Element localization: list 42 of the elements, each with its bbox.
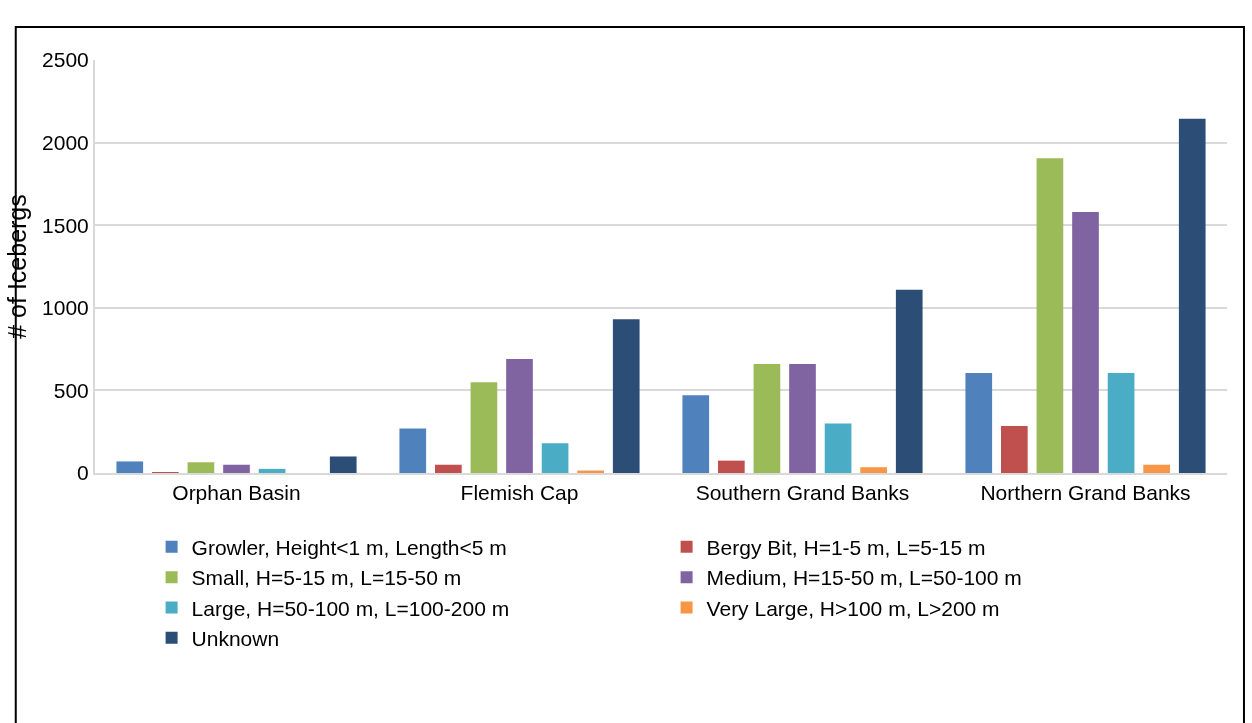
x-tick-label: Northern Grand Banks [980,481,1191,505]
legend-label: Medium, H=15-50 m, L=50-100 m [706,566,1022,590]
bar [399,428,427,473]
bar [258,468,286,473]
x-tick-label: Southern Grand Banks [695,481,910,505]
bar [824,423,852,473]
bar [895,289,923,473]
bar [1107,373,1135,473]
bar [329,456,357,473]
bar [1178,118,1206,473]
legend-label: Bergy Bit, H=1-5 m, L=5-15 m [706,536,986,560]
bar [116,461,144,473]
legend-label: Unknown [191,626,280,650]
bar [789,363,816,473]
y-tick-label: 1000 [42,296,89,320]
y-tick-label: 0 [77,461,89,485]
legend-label: Growler, Height<1 m, Length<5 m [191,536,507,560]
bar [223,464,250,473]
bar [1036,158,1064,473]
bar [506,359,533,473]
bar [860,467,887,473]
y-tick-label: 500 [53,378,89,402]
legend-label: Large, H=50-100 m, L=100-200 m [191,596,510,620]
bar [682,395,710,473]
bar [965,373,993,473]
y-tick-label: 2000 [42,130,89,154]
bar [753,363,781,473]
y-tick-label: 2500 [42,48,89,72]
legend-label: Very Large, H>100 m, L>200 m [706,596,1000,620]
bar [1072,211,1099,473]
bar [470,382,498,473]
bar [612,319,640,473]
legend-label: Small, H=5-15 m, L=15-50 m [191,566,462,590]
bar [1001,425,1028,473]
bar [1143,464,1170,473]
bar [187,462,215,473]
bar [541,443,569,473]
x-tick-label: Orphan Basin [172,481,301,505]
bar [718,460,745,473]
x-tick-label: Flemish Cap [460,481,579,505]
bar [435,464,462,473]
y-tick-label: 1500 [42,213,89,237]
